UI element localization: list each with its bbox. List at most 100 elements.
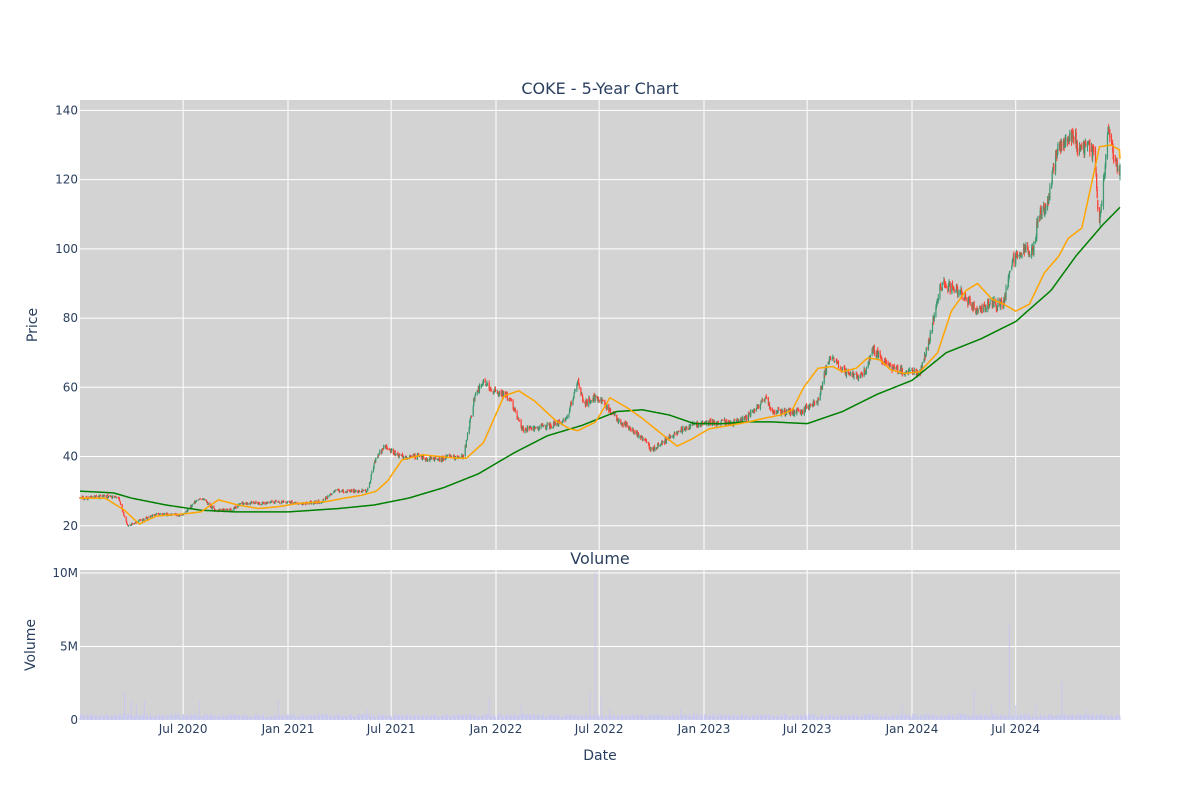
- volume-bar: [405, 715, 407, 720]
- volume-bar: [425, 716, 427, 720]
- candle-body: [745, 415, 747, 417]
- volume-bar: [453, 714, 455, 720]
- volume-bar: [115, 715, 117, 720]
- volume-bar: [390, 715, 392, 720]
- volume-bar: [493, 717, 495, 720]
- candle-body: [195, 500, 197, 502]
- volume-bar: [987, 717, 989, 720]
- volume-bar: [818, 716, 820, 720]
- volume-bar: [824, 716, 826, 720]
- volume-bar: [668, 716, 670, 720]
- volume-bar: [378, 714, 380, 720]
- volume-bar: [353, 716, 355, 720]
- candle-body: [768, 403, 771, 408]
- volume-bar: [417, 713, 419, 720]
- volume-bar: [534, 715, 536, 720]
- volume-bar: [629, 715, 631, 720]
- volume-bar: [904, 716, 906, 720]
- candle-body: [1094, 149, 1097, 169]
- candle-body: [582, 400, 584, 401]
- volume-bar: [305, 717, 307, 720]
- candle-body: [747, 412, 750, 421]
- volume-bar: [596, 717, 598, 720]
- volume-bar: [1039, 714, 1041, 720]
- volume-bar: [530, 714, 532, 720]
- candle-body: [432, 458, 434, 460]
- volume-bar: [358, 713, 360, 720]
- candle-body: [274, 501, 276, 504]
- chart-title: COKE - 5-Year Chart: [521, 79, 678, 98]
- volume-bar: [632, 715, 634, 720]
- volume-bar: [945, 716, 947, 720]
- volume-bar: [363, 713, 365, 720]
- volume-bar: [239, 714, 241, 720]
- volume-bar: [395, 713, 397, 720]
- volume-bar: [198, 716, 200, 720]
- candle-body: [921, 362, 923, 370]
- volume-bar: [939, 715, 941, 720]
- volume-bar: [177, 714, 179, 720]
- volume-bar: [538, 713, 540, 720]
- volume-bar: [461, 715, 463, 720]
- volume-bar: [841, 717, 843, 720]
- volume-bar: [804, 714, 806, 720]
- volume-bar: [859, 717, 861, 720]
- volume-bar: [509, 715, 511, 720]
- volume-bar: [87, 713, 89, 720]
- candle-body: [917, 371, 919, 377]
- volume-bar: [335, 716, 337, 720]
- volume-bar: [876, 717, 878, 720]
- volume-bar: [482, 714, 484, 720]
- volume-bar: [654, 713, 656, 720]
- volume-bar: [485, 716, 487, 720]
- volume-bar: [195, 714, 197, 720]
- candle-body: [848, 373, 850, 375]
- candle-body: [501, 394, 503, 396]
- candle-body: [239, 503, 241, 505]
- candle-body: [735, 421, 738, 422]
- volume-bar: [119, 715, 121, 720]
- volume-bar: [1011, 717, 1013, 720]
- volume-bar: [704, 715, 706, 720]
- volume-bar: [354, 716, 356, 720]
- candle-body: [149, 515, 151, 518]
- volume-bar: [751, 715, 753, 720]
- volume-bar: [494, 715, 496, 720]
- candle-body: [933, 315, 935, 321]
- volume-bar: [227, 714, 229, 720]
- candle-body: [413, 454, 415, 456]
- volume-bar: [909, 715, 911, 720]
- volume-bar: [722, 715, 724, 720]
- candle-body: [975, 308, 977, 314]
- candle-body: [640, 435, 642, 439]
- volume-bar: [657, 714, 659, 720]
- volume-bar: [1093, 713, 1095, 720]
- volume-bar: [323, 713, 325, 720]
- volume-bar: [896, 717, 898, 720]
- volume-bar: [117, 715, 119, 720]
- candle-body: [374, 461, 376, 464]
- candle-body: [642, 438, 644, 441]
- candle-body: [881, 357, 883, 362]
- volume-bar: [868, 713, 870, 720]
- volume-bar: [525, 716, 527, 720]
- volume-bar: [849, 717, 851, 720]
- candle-body: [935, 307, 937, 316]
- volume-bar: [106, 714, 108, 720]
- candle-body: [836, 358, 838, 363]
- volume-bar: [941, 716, 943, 720]
- candle-body: [253, 503, 255, 505]
- volume-bar: [931, 714, 933, 720]
- volume-bar: [318, 713, 320, 720]
- candle-body: [624, 421, 626, 427]
- volume-bar: [350, 714, 352, 720]
- volume-bar: [837, 716, 839, 720]
- volume-bar: [747, 717, 749, 720]
- candle-body: [576, 384, 578, 391]
- candle-body: [502, 393, 505, 398]
- volume-bar: [90, 714, 92, 720]
- volume-bar: [955, 716, 957, 720]
- candle-body: [524, 429, 526, 432]
- volume-bar: [767, 715, 769, 720]
- volume-bar: [98, 717, 100, 720]
